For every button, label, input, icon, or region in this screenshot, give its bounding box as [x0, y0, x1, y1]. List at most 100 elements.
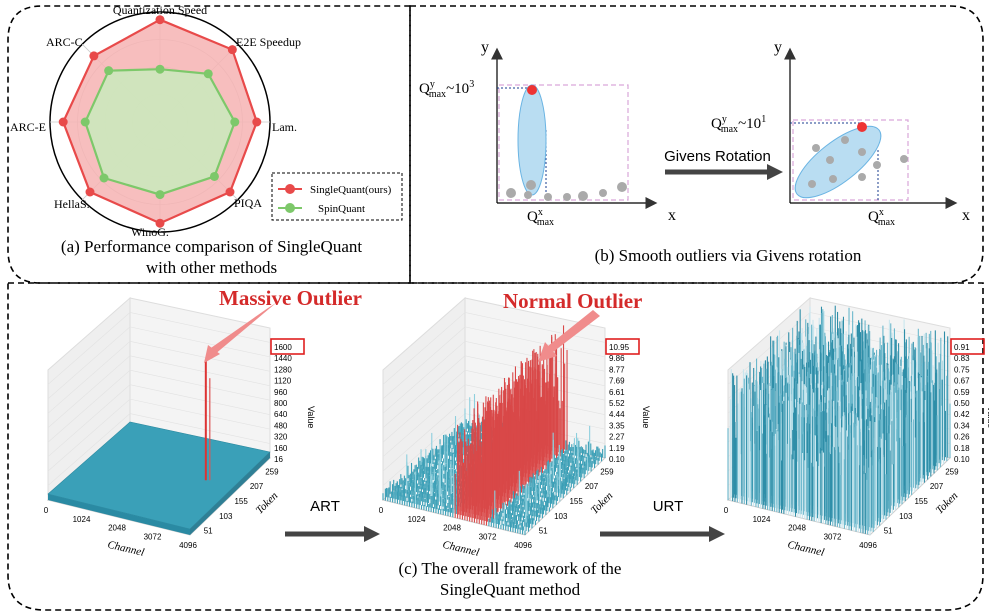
value-tick: 320: [274, 433, 288, 442]
token-tick: 207: [585, 482, 599, 491]
art-label: ART: [310, 498, 340, 515]
channel-axis-label: Channel: [441, 539, 480, 559]
value-tick: 1440: [274, 354, 292, 363]
value-tick: 0.10: [609, 455, 625, 464]
value-axis-label: Value: [306, 406, 316, 428]
givens-left-plot: [491, 47, 658, 209]
channel-tick: 0: [44, 506, 49, 515]
radar-axis-label: E2E Speedup: [236, 35, 301, 49]
channel-tick: 3072: [824, 532, 842, 541]
value-tick: 0.83: [954, 354, 970, 363]
series-ours-point: [225, 187, 235, 197]
series-ours-point: [227, 45, 237, 55]
token-tick: 259: [600, 467, 614, 476]
token-axis-label: Token: [934, 489, 961, 516]
value-tick: 16: [274, 455, 283, 464]
series-spin-point: [80, 117, 90, 127]
value-tick: 5.52: [609, 399, 625, 408]
urt-label: URT: [652, 498, 684, 515]
value-tick: 480: [274, 421, 288, 430]
value-tick: 0.34: [954, 421, 970, 430]
channel-tick: 1024: [73, 515, 91, 524]
token-tick: 51: [539, 527, 548, 536]
caption-a: (a) Performance comparison of SingleQuan…: [14, 236, 409, 278]
token-tick: 51: [884, 527, 893, 536]
token-tick: 51: [204, 527, 213, 536]
value-tick: 0.67: [954, 377, 970, 386]
token-tick: 207: [930, 482, 944, 491]
series-spin-point: [203, 69, 213, 79]
value-tick: 4.44: [609, 410, 625, 419]
caption-a-line1: (a) Performance comparison of SingleQuan…: [60, 237, 363, 256]
token-tick: 155: [569, 497, 583, 506]
channel-tick: 0: [379, 506, 384, 515]
caption-c-line1: (c) The overall framework of the: [398, 559, 622, 578]
massive-outlier-title: Massive Outlier: [219, 286, 362, 310]
channel-tick: 3072: [144, 532, 162, 541]
value-axis-label: Value: [986, 406, 989, 428]
massive-outlier-arrow: [204, 303, 276, 363]
series-ours-point: [252, 117, 262, 127]
value-tick: 0.10: [954, 455, 970, 464]
series-ours-point: [85, 187, 95, 197]
series-ours-point: [155, 15, 165, 25]
max-value-box: [950, 338, 985, 355]
channel-axis-label: Channel: [106, 539, 145, 559]
series-spin-point: [104, 66, 114, 76]
givens-right-plot: [784, 47, 958, 209]
radar-axis-label: HellaS.: [54, 197, 90, 211]
caption-c-line2: SingleQuant method: [439, 580, 581, 599]
right-axis-y: y: [774, 39, 782, 56]
value-tick: 0.91: [954, 343, 970, 352]
legend-ours: SingleQuant(ours): [310, 184, 392, 196]
value-tick: 1120: [274, 377, 292, 386]
legend-marker-ours: [285, 184, 295, 194]
value-tick: 10.95: [609, 343, 630, 352]
value-axis-label: Value: [641, 406, 651, 428]
radar-axis-label: Lam.: [272, 120, 297, 134]
value-tick: 1280: [274, 365, 292, 374]
right-axis-x: x: [962, 207, 970, 224]
value-tick: 3.35: [609, 421, 625, 430]
channel-tick: 2048: [443, 524, 461, 533]
channel-axis-label: Channel: [786, 539, 825, 559]
channel-tick: 4096: [179, 541, 197, 550]
token-axis-label: Token: [254, 489, 281, 516]
caption-c: (c) The overall framework of the SingleQ…: [330, 558, 690, 600]
value-tick: 9.86: [609, 354, 625, 363]
channel-tick: 2048: [108, 524, 126, 533]
channel-tick: 3072: [479, 532, 497, 541]
legend-marker-spin: [285, 203, 295, 213]
left-axis-y: y: [481, 39, 489, 56]
frame-b: [409, 5, 984, 284]
token-axis-label: Token: [589, 489, 616, 516]
value-tick: 0.59: [954, 388, 970, 397]
radar-axis-label: ARC-E: [10, 120, 46, 134]
radar-legend: SingleQuant(ours) SpinQuant: [271, 172, 403, 221]
radar-axis-label: Quantization Speed: [113, 3, 207, 17]
radar-chart: Quantization Speed E2E Speedup Lam. PIQA Win…: [10, 3, 301, 239]
token-tick: 259: [265, 467, 279, 476]
radar-axis-label: WinoG.: [131, 225, 169, 239]
value-tick: 960: [274, 388, 288, 397]
value-tick: 1.19: [609, 444, 625, 453]
legend-spin: SpinQuant: [318, 203, 365, 215]
normal-outlier-arrow: [538, 310, 600, 362]
value-tick: 800: [274, 399, 288, 408]
series-spin-point: [155, 190, 165, 200]
value-tick: 8.77: [609, 365, 625, 374]
value-tick: 1600: [274, 343, 292, 352]
channel-tick: 4096: [514, 541, 532, 550]
series-spin-point: [230, 117, 240, 127]
token-tick: 103: [554, 512, 568, 521]
value-tick: 0.26: [954, 433, 970, 442]
series-spin-point: [155, 64, 165, 74]
givens-rotation-label: Givens Rotation: [664, 148, 771, 165]
value-tick: 0.42: [954, 410, 970, 419]
right-qymax-label: Qymax~101: [711, 114, 767, 135]
value-tick: 0.18: [954, 444, 970, 453]
